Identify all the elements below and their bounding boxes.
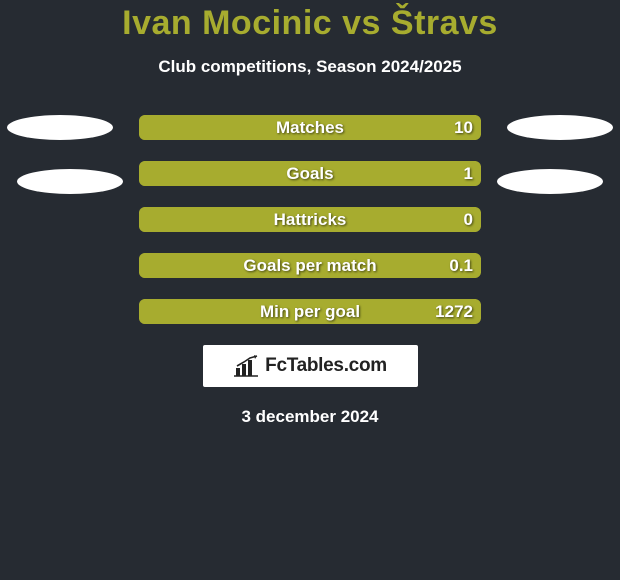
stat-row: Hattricks 0 bbox=[139, 207, 481, 232]
stat-bars: Matches 10 Goals 1 Hattricks 0 Goals per match… bbox=[139, 115, 481, 324]
stat-value-right: 0.1 bbox=[449, 256, 473, 276]
page-subtitle: Club competitions, Season 2024/2025 bbox=[0, 57, 620, 77]
stat-row: Matches 10 bbox=[139, 115, 481, 140]
stat-label: Hattricks bbox=[274, 210, 347, 230]
stat-value-right: 1272 bbox=[435, 302, 473, 322]
stat-value-right: 0 bbox=[464, 210, 473, 230]
source-badge-text: FcTables.com bbox=[265, 355, 387, 377]
player-left-avatar-placeholder bbox=[7, 115, 113, 140]
snapshot-date: 3 december 2024 bbox=[0, 407, 620, 427]
chart-icon bbox=[233, 355, 259, 377]
player-right-club-placeholder bbox=[497, 169, 603, 194]
stat-value-right: 1 bbox=[464, 164, 473, 184]
stat-label: Matches bbox=[276, 118, 344, 138]
source-badge: FcTables.com bbox=[203, 345, 418, 387]
stat-label: Min per goal bbox=[260, 302, 360, 322]
player-right-avatar-placeholder bbox=[507, 115, 613, 140]
chart-area: Matches 10 Goals 1 Hattricks 0 Goals per match… bbox=[0, 115, 620, 427]
player-left-club-placeholder bbox=[17, 169, 123, 194]
page-title: Ivan Mocinic vs Štravs bbox=[0, 4, 620, 43]
stat-row: Min per goal 1272 bbox=[139, 299, 481, 324]
stat-label: Goals per match bbox=[243, 256, 376, 276]
stat-row: Goals per match 0.1 bbox=[139, 253, 481, 278]
stat-value-right: 10 bbox=[454, 118, 473, 138]
stat-row: Goals 1 bbox=[139, 161, 481, 186]
comparison-graphic: Ivan Mocinic vs Štravs Club competitions… bbox=[0, 0, 620, 427]
stat-label: Goals bbox=[286, 164, 333, 184]
